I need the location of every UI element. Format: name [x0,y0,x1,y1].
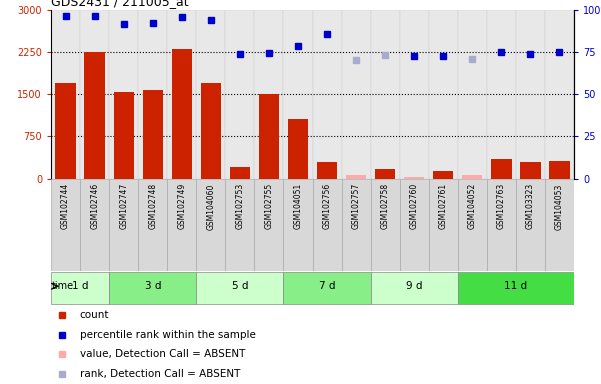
FancyBboxPatch shape [254,179,284,271]
Text: GSM103323: GSM103323 [526,183,535,229]
FancyBboxPatch shape [341,179,371,271]
FancyBboxPatch shape [284,179,313,271]
Bar [138,10,167,179]
FancyBboxPatch shape [313,179,341,271]
FancyBboxPatch shape [109,179,138,271]
Text: GDS2431 / 211005_at: GDS2431 / 211005_at [51,0,189,8]
Bar [85,52,105,179]
Bar [520,162,540,179]
Bar [458,10,487,179]
Text: GSM102748: GSM102748 [148,183,157,229]
Bar [317,162,337,179]
Text: GSM102763: GSM102763 [497,183,506,229]
Bar [491,159,511,179]
FancyBboxPatch shape [371,273,458,303]
Text: GSM102761: GSM102761 [439,183,448,229]
Text: GSM102757: GSM102757 [352,183,361,229]
FancyBboxPatch shape [109,273,197,303]
Bar [487,10,516,179]
FancyBboxPatch shape [51,179,80,271]
Bar [433,170,453,179]
Text: GSM102746: GSM102746 [90,183,99,229]
Bar [172,49,192,179]
Bar [375,169,395,179]
Text: time: time [51,281,73,291]
Bar [225,10,254,179]
Bar [462,175,483,179]
Bar [254,10,284,179]
FancyBboxPatch shape [487,179,516,271]
Text: GSM104052: GSM104052 [468,183,477,229]
Bar [313,10,341,179]
Text: percentile rank within the sample: percentile rank within the sample [80,330,255,340]
Text: GSM102756: GSM102756 [323,183,332,229]
Bar [109,10,138,179]
Text: GSM104051: GSM104051 [293,183,302,229]
Bar [167,10,197,179]
Text: rank, Detection Call = ABSENT: rank, Detection Call = ABSENT [80,369,240,379]
FancyBboxPatch shape [516,179,545,271]
FancyBboxPatch shape [458,179,487,271]
Text: value, Detection Call = ABSENT: value, Detection Call = ABSENT [80,349,245,359]
Bar [341,10,371,179]
Bar [288,119,308,179]
FancyBboxPatch shape [284,273,371,303]
Bar [80,10,109,179]
Text: GSM102753: GSM102753 [236,183,245,229]
Bar [371,10,400,179]
FancyBboxPatch shape [545,179,574,271]
FancyBboxPatch shape [371,179,400,271]
Bar [346,175,366,179]
FancyBboxPatch shape [197,273,284,303]
Bar [114,93,134,179]
Text: GSM102755: GSM102755 [264,183,273,229]
FancyBboxPatch shape [197,179,225,271]
FancyBboxPatch shape [51,273,109,303]
FancyBboxPatch shape [458,273,574,303]
Bar [142,89,163,179]
FancyBboxPatch shape [225,179,254,271]
Text: 11 d: 11 d [504,281,528,291]
FancyBboxPatch shape [167,179,197,271]
Bar [230,167,250,179]
Bar [404,177,424,179]
Bar [259,94,279,179]
Bar [400,10,429,179]
Bar [549,161,570,179]
Text: GSM102758: GSM102758 [380,183,389,229]
Bar [197,10,225,179]
FancyBboxPatch shape [80,179,109,271]
Bar [55,83,76,179]
Text: count: count [80,310,109,320]
Text: GSM104053: GSM104053 [555,183,564,230]
Text: 3 d: 3 d [144,281,161,291]
Bar [429,10,458,179]
Text: GSM104060: GSM104060 [206,183,215,230]
Text: GSM102747: GSM102747 [119,183,128,229]
Text: 7 d: 7 d [319,281,335,291]
FancyBboxPatch shape [400,179,429,271]
Bar [516,10,545,179]
Bar [545,10,574,179]
FancyBboxPatch shape [138,179,167,271]
Text: 5 d: 5 d [231,281,248,291]
Bar [51,10,80,179]
FancyBboxPatch shape [429,179,458,271]
Text: GSM102749: GSM102749 [177,183,186,229]
Text: GSM102760: GSM102760 [410,183,419,229]
Text: GSM102744: GSM102744 [61,183,70,229]
Text: 1 d: 1 d [72,281,88,291]
Bar [201,83,221,179]
Bar [284,10,313,179]
Text: 9 d: 9 d [406,281,423,291]
